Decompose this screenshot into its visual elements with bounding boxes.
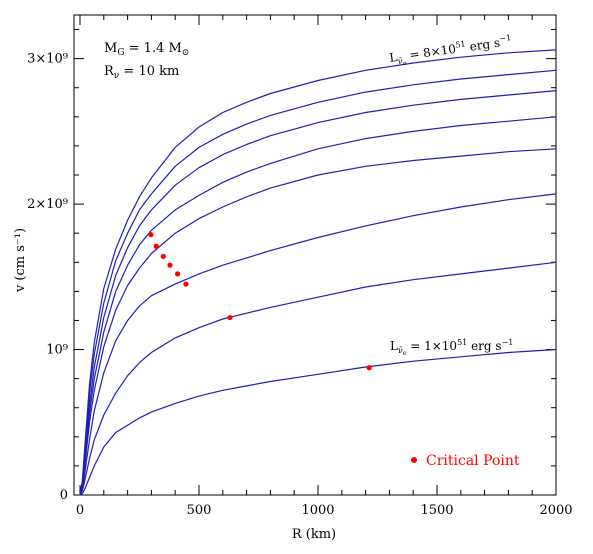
ticks: 0 500 1000 1500 2000 0 10⁹ 2×10⁹ 3×10⁹: [27, 15, 573, 518]
y-tick-label: 3×10⁹: [27, 52, 68, 67]
critical-points: [148, 232, 372, 371]
x-tick-label: 1500: [420, 503, 453, 518]
velocity-curve-8: [79, 49, 557, 496]
critical-point: [183, 281, 189, 287]
velocity-curve-3: [79, 193, 557, 496]
x-tick-label: 2000: [539, 503, 572, 518]
critical-point: [174, 271, 181, 277]
velocity-curve-5: [79, 116, 557, 496]
critical-point: [148, 232, 154, 238]
critical-point: [227, 314, 233, 321]
legend-critical-label: Critical Point: [426, 453, 520, 469]
critical-point: [167, 262, 173, 268]
velocity-curve-1: [79, 348, 557, 496]
velocity-curve-7: [79, 69, 557, 496]
top-curve-label: Lν̄e = 8×1051 erg s−1: [388, 33, 513, 69]
mass-parameter: MG = 1.4 M⊙: [104, 41, 189, 58]
legend-critical-marker: [411, 457, 417, 463]
critical-point: [153, 243, 159, 249]
curves: [79, 49, 557, 496]
velocity-curve-6: [79, 90, 557, 496]
x-tick-label: 1000: [301, 503, 334, 518]
y-tick-label: 0: [60, 488, 68, 503]
x-tick-label: 500: [187, 503, 212, 518]
velocity-curve-2: [79, 261, 557, 496]
critical-point: [366, 365, 372, 371]
x-tick-label: 0: [76, 503, 84, 518]
y-tick-label: 2×10⁹: [27, 197, 68, 212]
y-axis-title: v (cm s⁻¹): [13, 228, 28, 293]
bottom-curve-label: Lν̄e = 1×1051 erg s−1: [390, 338, 513, 357]
plot-frame: [73, 14, 557, 496]
velocity-curve-4: [79, 148, 557, 496]
radius-parameter: Rν = 10 km: [104, 64, 179, 81]
x-axis-title: R (km): [292, 527, 336, 542]
critical-point: [160, 253, 166, 260]
y-tick-label: 10⁹: [46, 343, 68, 358]
legend: Critical Point: [411, 453, 520, 469]
